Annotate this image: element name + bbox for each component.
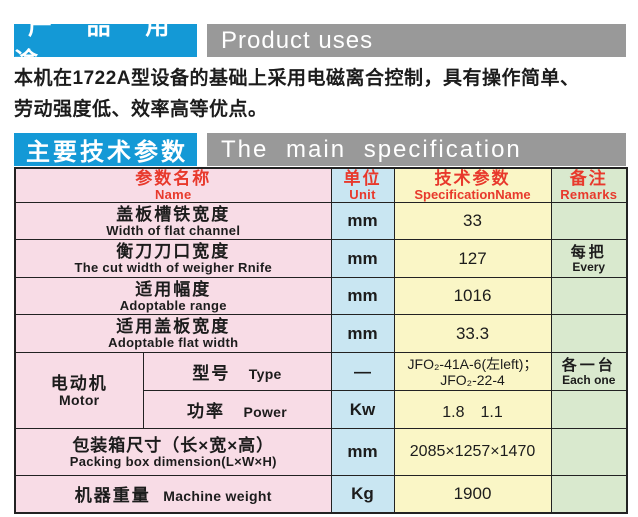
param-zh: 盖板槽铁宽度 bbox=[116, 204, 231, 224]
unit-cell: Kg bbox=[330, 475, 395, 513]
type-en: Type bbox=[248, 366, 282, 382]
header-unit-zh: 单位 bbox=[343, 169, 382, 188]
motor-type-spec-cell: JFO₂-41A-6(左left)； JFO₂-22-4 bbox=[393, 352, 552, 391]
param-en: Width of flat channel bbox=[106, 222, 241, 238]
spec-value-cell: 33 bbox=[393, 202, 552, 240]
motor-power-row: 功率 Power Kw 1.8 1.1 bbox=[15, 390, 628, 429]
header-spec-zh: 技术参数 bbox=[434, 169, 511, 188]
param-name-cell: 包装箱尺寸（长×宽×高） Packing box dimension(L×W×H… bbox=[14, 428, 332, 476]
product-uses-title-en: Product uses bbox=[207, 24, 626, 57]
remark-en: Each one bbox=[562, 372, 616, 387]
param-name-cell: 适用盖板宽度 Adoptable flat width bbox=[14, 314, 332, 353]
packing-row: 包装箱尺寸（长×宽×高） Packing box dimension(L×W×H… bbox=[14, 428, 628, 476]
motor-en: Motor bbox=[59, 392, 100, 408]
unit-cell: mm bbox=[330, 239, 395, 278]
remark-cell bbox=[550, 202, 628, 240]
remark-cell bbox=[550, 475, 628, 513]
header-name-zh: 参数名称 bbox=[135, 169, 212, 188]
spec-value-cell: 1016 bbox=[393, 277, 552, 315]
header-name-en: Name bbox=[154, 187, 192, 202]
spec-value-cell: 1900 bbox=[393, 475, 552, 513]
remark-cell bbox=[550, 277, 628, 315]
param-en: Adoptable flat width bbox=[108, 335, 239, 350]
power-en: Power bbox=[243, 404, 287, 420]
header-cell-name: 参数名称 Name bbox=[14, 167, 332, 203]
motor-type-label-cell: 型号 Type bbox=[142, 352, 332, 391]
table-row: 适用盖板宽度 Adoptable flat width mm 33.3 bbox=[14, 314, 628, 353]
motor-type-row: 电动机 Motor 型号 Type — JFO₂-41A-6(左left)； J… bbox=[14, 352, 628, 429]
main-specification-title-zh: 主要技术参数 bbox=[14, 133, 197, 166]
header-cell-unit: 单位 Unit bbox=[330, 167, 395, 203]
unit-cell: mm bbox=[330, 277, 395, 315]
spec-value-cell: 33.3 bbox=[393, 314, 552, 353]
unit-cell: mm bbox=[330, 314, 395, 353]
product-uses-title-zh: 产 品 用 途 bbox=[14, 13, 197, 75]
header-remarks-zh: 备注 bbox=[569, 169, 608, 188]
unit-cell: mm bbox=[330, 202, 395, 240]
remark-cell: 每把 Every bbox=[550, 239, 628, 278]
param-zh: 适用盖板宽度 bbox=[116, 317, 231, 336]
table-row: 适用幅度 Adoptable range mm 1016 bbox=[14, 277, 628, 315]
header-cell-remarks: 备注 Remarks bbox=[550, 167, 628, 203]
header-spec-en: SpecificationName bbox=[414, 187, 531, 202]
spec-table: 参数名称 Name 单位 Unit 技术参数 SpecificationName… bbox=[14, 167, 628, 514]
weight-zh: 机器重量 bbox=[74, 486, 151, 506]
weight-row: 机器重量 Machine weight Kg 1900 bbox=[14, 475, 628, 513]
remark-en: Every bbox=[572, 259, 606, 274]
header-unit-en: Unit bbox=[349, 187, 376, 202]
param-name-cell: 盖板槽铁宽度 Width of flat channel bbox=[14, 202, 332, 240]
motor-model-line-2: JFO₂-22-4 bbox=[440, 371, 505, 388]
product-uses-header: 产 品 用 途 Product uses bbox=[14, 13, 626, 75]
spec-value-cell: 2085×1257×1470 bbox=[393, 428, 552, 476]
remark-cell bbox=[550, 390, 628, 429]
param-name-cell: 机器重量 Machine weight bbox=[14, 475, 332, 513]
main-specification-title-en: The main specification bbox=[207, 133, 626, 166]
remark-cell bbox=[550, 314, 628, 353]
main-specification-header: 主要技术参数 The main specification bbox=[14, 133, 626, 166]
spec-value-cell: 127 bbox=[393, 239, 552, 278]
table-row: 盖板槽铁宽度 Width of flat channel mm 33 bbox=[14, 202, 628, 240]
param-zh: 适用幅度 bbox=[135, 279, 212, 299]
packing-en: Packing box dimension(L×W×H) bbox=[69, 453, 277, 469]
param-name-cell: 适用幅度 Adoptable range bbox=[14, 277, 332, 315]
motor-model-line-1: JFO₂-41A-6(左left)； bbox=[407, 355, 538, 372]
motor-label-cell: 电动机 Motor bbox=[14, 352, 144, 429]
unit-cell: mm bbox=[330, 428, 395, 476]
remark-cell bbox=[550, 428, 628, 476]
description-line-1: 本机在1722A型设备的基础上采用电磁离合控制，具有操作简单、 bbox=[14, 68, 580, 89]
unit-cell: Kw bbox=[330, 390, 395, 429]
packing-zh: 包装箱尺寸（长×宽×高） bbox=[72, 435, 275, 455]
remark-zh: 各一台 bbox=[561, 356, 616, 374]
type-zh: 型号 bbox=[192, 364, 231, 383]
table-header-row: 参数名称 Name 单位 Unit 技术参数 SpecificationName… bbox=[14, 167, 628, 203]
description-line-2: 劳动强度低、效率高等优点。 bbox=[14, 99, 268, 120]
product-description: 本机在1722A型设备的基础上采用电磁离合控制，具有操作简单、 劳动强度低、效率… bbox=[14, 63, 630, 125]
unit-cell: — bbox=[330, 352, 395, 391]
remark-cell: 各一台 Each one bbox=[550, 352, 628, 391]
spec-value-cell: 1.8 1.1 bbox=[393, 390, 552, 429]
param-name-cell: 衡刀刀口宽度 The cut width of weigher Rnife bbox=[14, 239, 332, 278]
motor-zh: 电动机 bbox=[50, 374, 108, 393]
param-en: Adoptable range bbox=[119, 297, 227, 313]
power-zh: 功率 bbox=[187, 402, 226, 421]
motor-power-label-cell: 功率 Power bbox=[142, 390, 332, 429]
weight-en: Machine weight bbox=[163, 488, 272, 505]
remark-zh: 每把 bbox=[570, 243, 607, 261]
header-cell-spec: 技术参数 SpecificationName bbox=[393, 167, 552, 203]
header-remarks-en: Remarks bbox=[560, 187, 618, 202]
param-en: The cut width of weigher Rnife bbox=[74, 260, 272, 275]
param-zh: 衡刀刀口宽度 bbox=[116, 242, 231, 261]
table-row: 衡刀刀口宽度 The cut width of weigher Rnife mm… bbox=[14, 239, 628, 278]
